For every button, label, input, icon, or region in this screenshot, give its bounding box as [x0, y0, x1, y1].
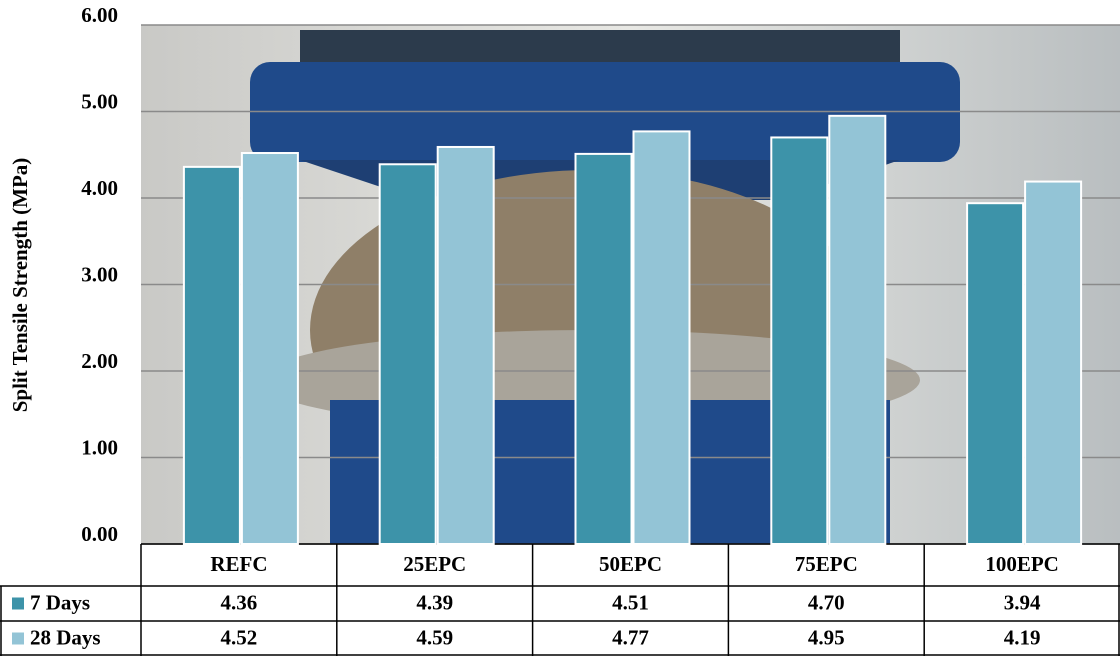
bar: [632, 130, 691, 546]
x-tick-label: REFC: [210, 552, 267, 576]
table-value: 4.52: [221, 625, 258, 649]
bar: [436, 145, 495, 545]
table-value: 4.70: [808, 590, 845, 614]
table-value: 4.59: [416, 625, 453, 649]
bar: [240, 152, 299, 546]
y-tick-label: 2.00: [81, 349, 118, 373]
x-tick-label: 25EPC: [403, 552, 466, 576]
bar: [378, 163, 437, 545]
bar: [182, 165, 241, 546]
bar: [770, 136, 829, 545]
y-tick-label: 6.00: [81, 3, 118, 27]
y-tick-label: 4.00: [81, 176, 118, 200]
table-value: 4.36: [221, 590, 258, 614]
table-value: 4.51: [612, 590, 649, 614]
y-tick-label: 3.00: [81, 262, 118, 286]
legend-swatch: [12, 597, 24, 610]
table-value: 4.95: [808, 625, 845, 649]
table-value: 3.94: [1004, 590, 1041, 614]
bar: [966, 202, 1025, 545]
bar: [1024, 180, 1083, 545]
table-value: 4.77: [612, 625, 649, 649]
bar: [828, 114, 887, 545]
x-tick-label: 75EPC: [795, 552, 858, 576]
legend-label: 7 Days: [30, 590, 90, 614]
legend-swatch: [12, 632, 24, 645]
y-tick-label: 5.00: [81, 89, 118, 113]
x-tick-label: 100EPC: [985, 552, 1059, 576]
x-tick-label: 50EPC: [599, 552, 662, 576]
y-axis-title: Split Tensile Strength (MPa): [8, 158, 32, 413]
y-tick-label: 1.00: [81, 435, 118, 459]
table-value: 4.39: [416, 590, 453, 614]
legend-label: 28 Days: [30, 625, 101, 649]
table-value: 4.19: [1004, 625, 1041, 649]
y-tick-label: 0.00: [81, 522, 118, 546]
bar: [574, 152, 633, 545]
